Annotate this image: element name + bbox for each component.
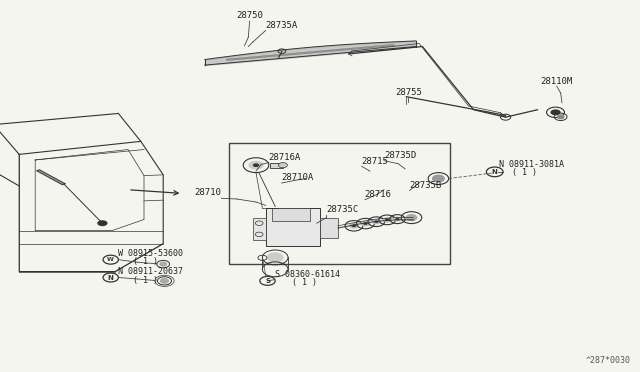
- Text: ( 1 ): ( 1 ): [292, 278, 317, 287]
- Text: 28750: 28750: [236, 12, 263, 20]
- Circle shape: [364, 222, 368, 225]
- Circle shape: [383, 217, 392, 222]
- Circle shape: [268, 253, 283, 262]
- Text: N 08911-20637: N 08911-20637: [118, 267, 184, 276]
- Circle shape: [161, 279, 168, 283]
- Circle shape: [396, 218, 399, 220]
- Bar: [266, 208, 320, 246]
- Text: 28710: 28710: [194, 188, 221, 197]
- Circle shape: [160, 262, 166, 266]
- Circle shape: [352, 224, 356, 227]
- Circle shape: [406, 215, 417, 221]
- Text: 28735D: 28735D: [384, 151, 416, 160]
- Text: 28716: 28716: [365, 190, 392, 199]
- Text: ( 1 ): ( 1 ): [133, 276, 158, 285]
- Bar: [253, 218, 266, 240]
- Circle shape: [248, 161, 264, 170]
- Circle shape: [360, 221, 371, 227]
- Text: ( 1 ): ( 1 ): [133, 257, 158, 266]
- Text: 28735B: 28735B: [410, 181, 442, 190]
- Bar: [272, 208, 310, 221]
- Text: S 08360-61614: S 08360-61614: [275, 270, 340, 279]
- Text: W: W: [108, 257, 114, 262]
- Text: ( 1 ): ( 1 ): [512, 169, 537, 177]
- Bar: [320, 218, 338, 238]
- Text: N: N: [492, 169, 498, 175]
- Circle shape: [433, 175, 444, 182]
- Text: S: S: [265, 278, 270, 284]
- Text: 28735C: 28735C: [326, 205, 358, 214]
- Text: 28716A: 28716A: [269, 153, 301, 162]
- Polygon shape: [36, 170, 65, 185]
- Text: 28755: 28755: [395, 88, 422, 97]
- Text: ^287*0030: ^287*0030: [586, 356, 630, 365]
- Circle shape: [557, 115, 564, 119]
- Text: 28715: 28715: [362, 157, 388, 166]
- Circle shape: [253, 163, 259, 167]
- Circle shape: [385, 219, 389, 221]
- Text: 28735A: 28735A: [266, 21, 298, 30]
- Circle shape: [349, 223, 359, 229]
- Text: 28110M: 28110M: [541, 77, 573, 86]
- Bar: [229, 143, 450, 264]
- Circle shape: [374, 221, 378, 223]
- Circle shape: [278, 163, 287, 168]
- Circle shape: [372, 219, 381, 224]
- Circle shape: [550, 109, 561, 115]
- Circle shape: [97, 220, 108, 226]
- Text: N: N: [108, 275, 114, 280]
- Text: N 08911-3081A: N 08911-3081A: [499, 160, 564, 169]
- Bar: [270, 163, 283, 168]
- Text: 28710A: 28710A: [282, 173, 314, 182]
- Text: W 08915-53600: W 08915-53600: [118, 249, 184, 258]
- Circle shape: [393, 217, 402, 222]
